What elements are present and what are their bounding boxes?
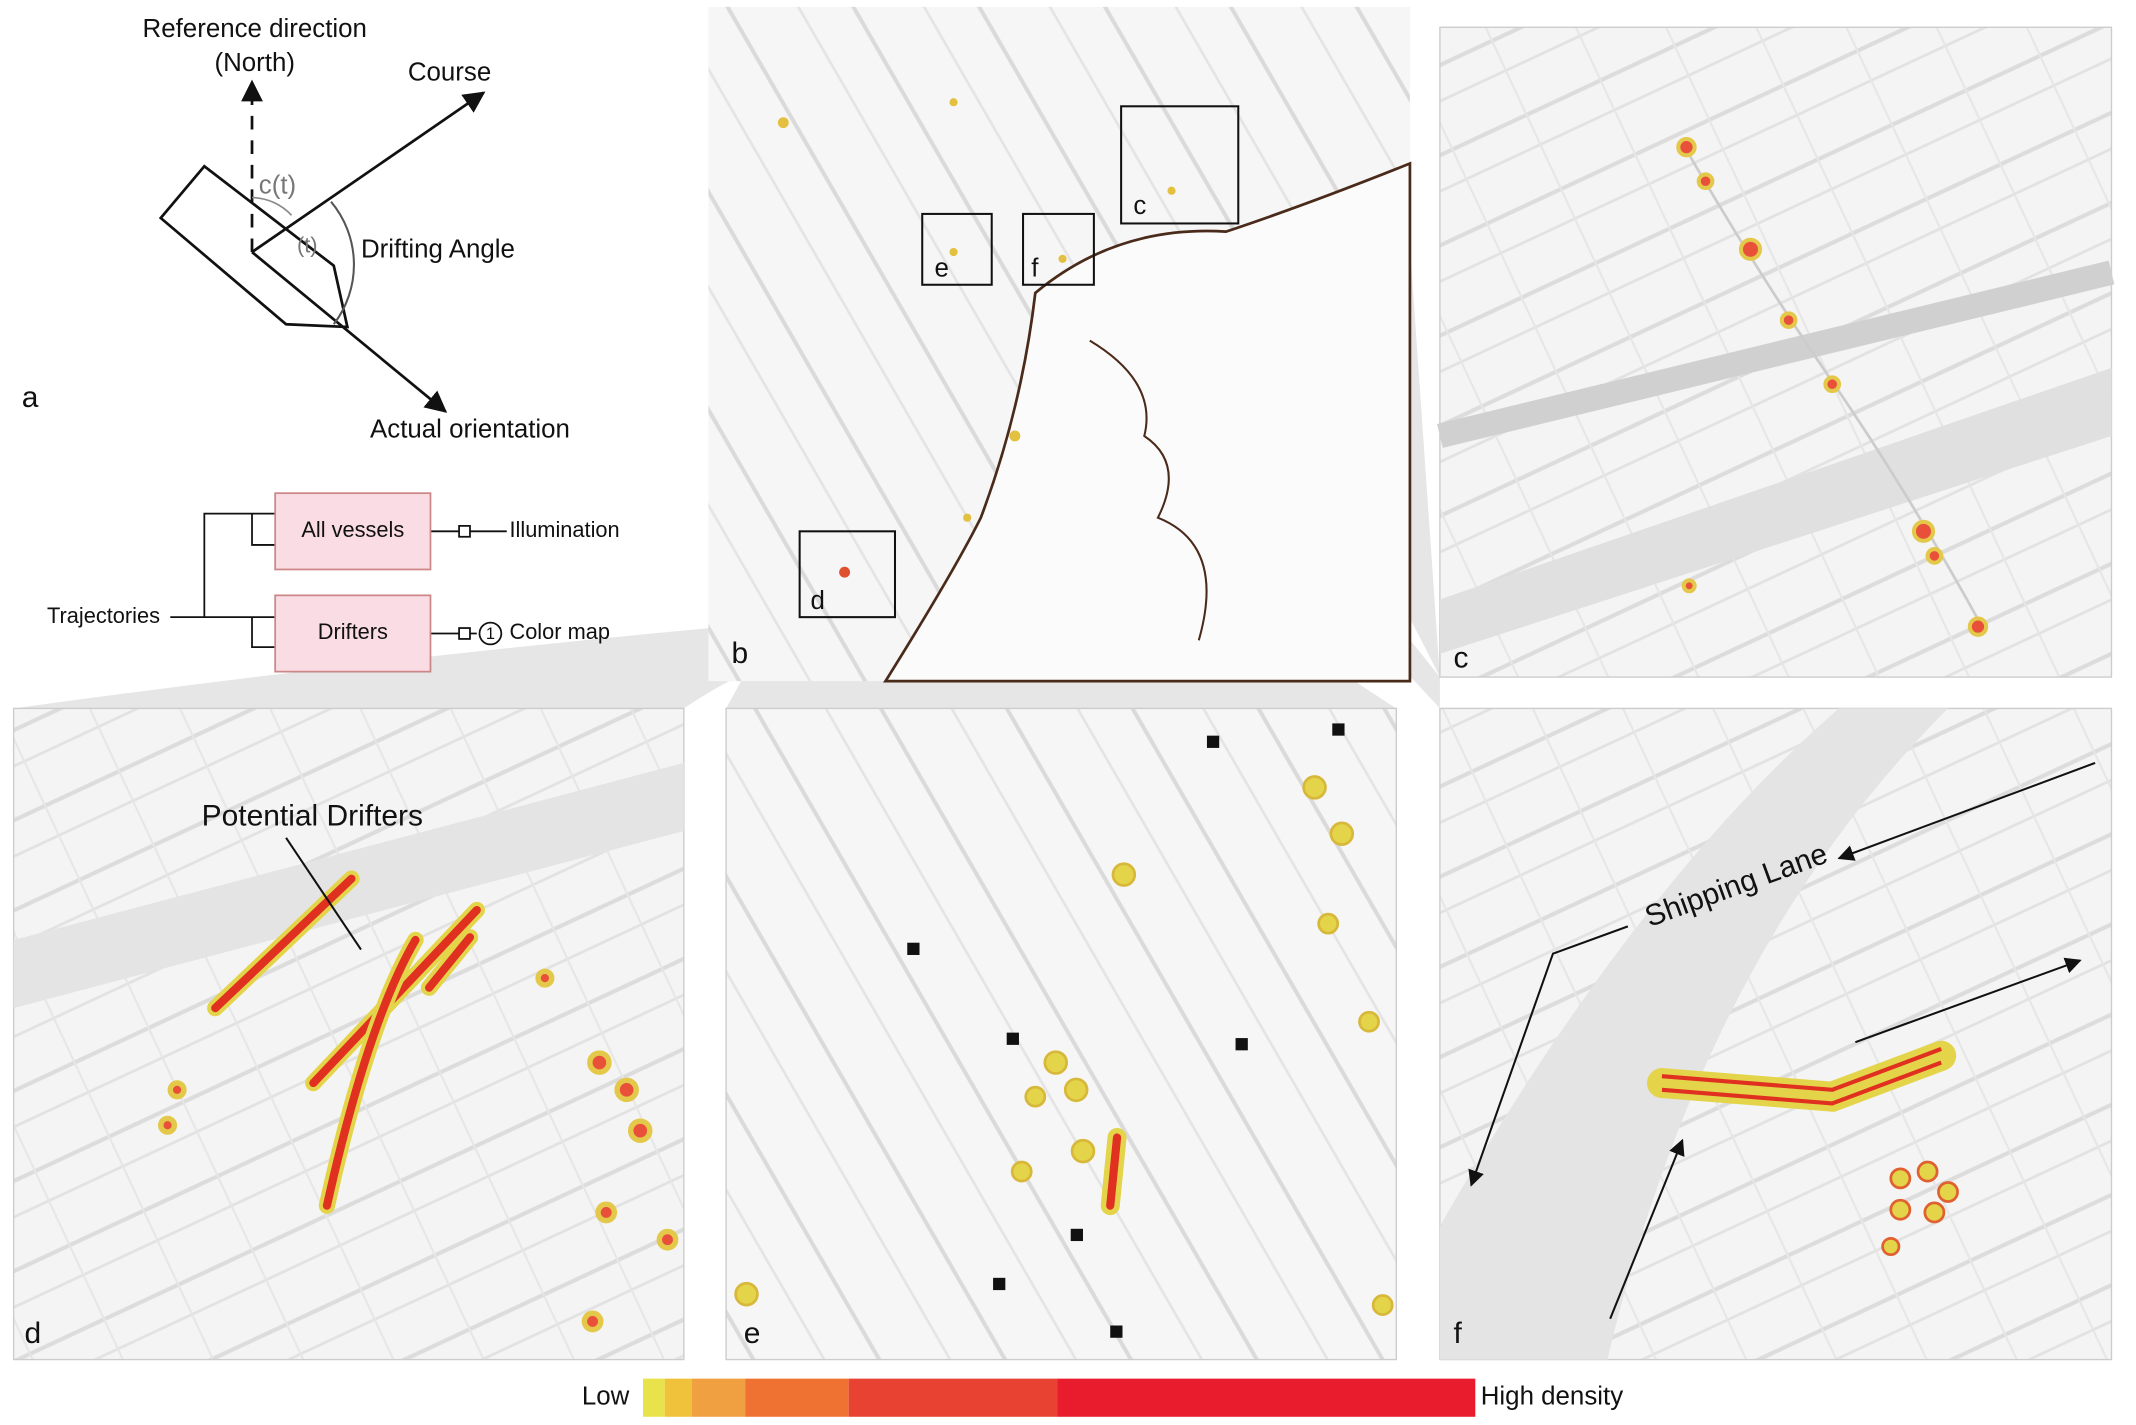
label: (t)	[297, 232, 318, 257]
legend-high: High density	[1481, 1383, 1623, 1411]
label: Course	[408, 58, 491, 86]
node-label: All vessels	[301, 517, 404, 542]
legend-swatch	[1057, 1378, 1476, 1417]
legend-swatch	[848, 1378, 1058, 1417]
label: Illumination	[509, 517, 619, 542]
panel-f	[1439, 707, 2113, 1361]
label: Actual orientation	[370, 415, 570, 443]
label: Reference direction	[143, 15, 367, 43]
color-legend	[642, 1378, 1476, 1417]
panel-label: a	[22, 381, 39, 414]
panel-label: c	[1454, 641, 1469, 674]
annotation: Potential Drifters	[202, 799, 423, 832]
label: Drifting Angle	[361, 236, 515, 264]
box-label: c	[1133, 192, 1146, 220]
panel-label: f	[1454, 1317, 1463, 1350]
legend-swatch	[745, 1378, 849, 1417]
box-label: e	[934, 255, 948, 283]
label: Trajectories	[47, 603, 160, 628]
panel-label: d	[25, 1317, 42, 1350]
legend-low: Low	[582, 1383, 630, 1411]
legend-swatch	[642, 1378, 665, 1417]
panel-c	[1436, 26, 2115, 678]
step-number: 1	[486, 625, 495, 643]
node-label: Drifters	[318, 619, 388, 644]
panel-b	[708, 6, 1412, 683]
legend-swatch	[692, 1378, 746, 1417]
panel-e	[725, 707, 1397, 1361]
box-label: d	[811, 587, 825, 615]
panel-d	[12, 707, 685, 1361]
label: (North)	[214, 49, 295, 77]
panel-a	[158, 79, 486, 413]
label: Color map	[509, 619, 609, 644]
pipeline	[170, 492, 507, 673]
legend-swatch	[664, 1378, 693, 1417]
label: c(t)	[259, 172, 296, 200]
box-label: f	[1031, 255, 1039, 283]
panel-label: b	[732, 637, 749, 670]
panel-label: e	[744, 1317, 761, 1350]
